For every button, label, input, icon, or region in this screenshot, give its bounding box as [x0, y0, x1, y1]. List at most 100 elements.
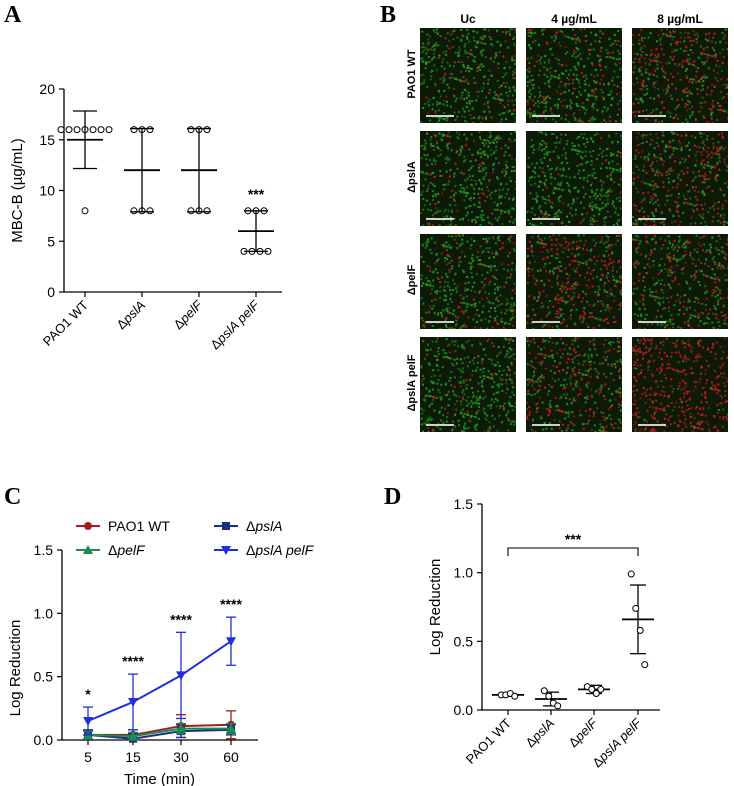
micrograph-speck — [671, 83, 674, 86]
micrograph-speck — [446, 100, 448, 103]
micrograph-speck — [543, 376, 545, 379]
micrograph-speck — [507, 110, 510, 113]
micrograph-speck — [564, 417, 567, 420]
micrograph-speck — [684, 357, 687, 360]
micrograph-speck — [571, 259, 574, 262]
micrograph-speck — [578, 368, 581, 371]
micrograph-speck — [725, 253, 728, 256]
micrograph-speck — [530, 28, 533, 31]
micrograph-speck — [482, 250, 485, 253]
micrograph-speck — [442, 356, 445, 359]
micrograph-speck — [562, 91, 565, 94]
micrograph-speck — [618, 350, 621, 353]
micrograph-speck — [482, 169, 485, 171]
micrograph-speck — [508, 236, 511, 239]
micrograph-speck — [494, 56, 497, 59]
micrograph-speck — [556, 294, 559, 297]
micrograph-speck — [595, 33, 598, 36]
micrograph-speck — [431, 69, 434, 72]
micrograph-speck — [422, 383, 424, 386]
micrograph-speck — [599, 207, 602, 210]
micrograph-speck — [705, 150, 708, 153]
micrograph-speck — [643, 37, 646, 39]
micrograph-speck — [543, 265, 546, 268]
micrograph-speck — [683, 242, 686, 245]
micrograph-speck — [438, 224, 441, 226]
micrograph-speck — [491, 398, 493, 401]
micrograph-speck — [548, 355, 551, 358]
micrograph-speck — [602, 149, 605, 152]
micrograph-speck — [446, 393, 449, 396]
micrograph-speck — [617, 213, 620, 216]
micrograph-speck — [656, 407, 659, 410]
micrograph-speck — [576, 337, 579, 340]
micrograph-speck — [461, 396, 464, 399]
micrograph-speck — [484, 395, 487, 398]
micrograph-speck — [662, 186, 665, 189]
micrograph-speck — [664, 417, 666, 420]
micrograph-speck — [459, 148, 461, 151]
micrograph-speck — [489, 307, 492, 309]
micrograph-speck — [435, 69, 438, 72]
micrograph-speck — [534, 39, 537, 42]
micrograph-speck — [683, 380, 685, 383]
micrograph-speck — [461, 91, 464, 94]
micrograph-speck — [587, 357, 590, 360]
micrograph-speck — [601, 162, 603, 165]
micrograph-speck — [422, 260, 425, 263]
micrograph-speck — [454, 340, 457, 343]
micrograph-speck — [643, 328, 646, 329]
micrograph-speck — [531, 365, 534, 368]
micrograph-speck — [542, 258, 545, 260]
micrograph-speck — [444, 256, 447, 259]
micrograph-speck — [449, 298, 452, 301]
micrograph-speck — [455, 408, 458, 411]
micrograph-speck — [575, 77, 578, 80]
micrograph-speck — [677, 414, 680, 417]
micrograph-speck — [566, 426, 569, 429]
micrograph-speck — [460, 310, 463, 313]
micrograph-speck — [550, 248, 553, 251]
micrograph-speck — [552, 133, 555, 135]
micrograph-speck — [656, 368, 659, 371]
micrograph-speck — [600, 122, 603, 123]
micrograph-speck — [686, 103, 689, 106]
micrograph-speck — [670, 378, 673, 381]
micrograph-speck — [469, 199, 472, 202]
micrograph-speck — [613, 295, 616, 298]
micrograph-speck — [665, 174, 668, 177]
micrograph-speck — [448, 307, 451, 310]
micrograph-speck — [507, 419, 510, 422]
micrograph-speck — [562, 202, 565, 205]
micrograph-speck — [557, 311, 560, 314]
micrograph-speck — [483, 283, 486, 286]
micrograph-speck — [497, 137, 500, 140]
micrograph-speck — [662, 296, 665, 299]
micrograph-speck — [677, 72, 679, 75]
micrograph-speck — [577, 234, 580, 237]
micrograph-speck — [428, 280, 431, 282]
micrograph-speck — [465, 399, 468, 402]
micrograph-speck — [488, 421, 491, 424]
micrograph-speck — [431, 190, 434, 192]
micrograph-speck — [634, 266, 637, 269]
micrograph-speck — [662, 291, 665, 294]
micrograph-speck — [462, 191, 465, 194]
micrograph-speck — [702, 149, 705, 152]
micrograph-speck — [679, 398, 682, 400]
micrograph-speck — [497, 346, 500, 349]
micrograph-speck — [563, 247, 566, 250]
micrograph-speck — [681, 98, 684, 101]
micrograph-speck — [669, 167, 672, 170]
micrograph-speck — [454, 191, 457, 194]
micrograph-speck — [693, 189, 696, 192]
micrograph-speck — [526, 417, 529, 420]
micrograph-speck — [512, 86, 515, 89]
micrograph-speck — [528, 61, 531, 64]
micrograph-speck — [665, 425, 668, 428]
micrograph-speck — [607, 236, 610, 239]
micrograph-speck — [659, 39, 662, 42]
micrograph-speck — [589, 43, 592, 46]
micrograph-tile — [526, 234, 622, 329]
